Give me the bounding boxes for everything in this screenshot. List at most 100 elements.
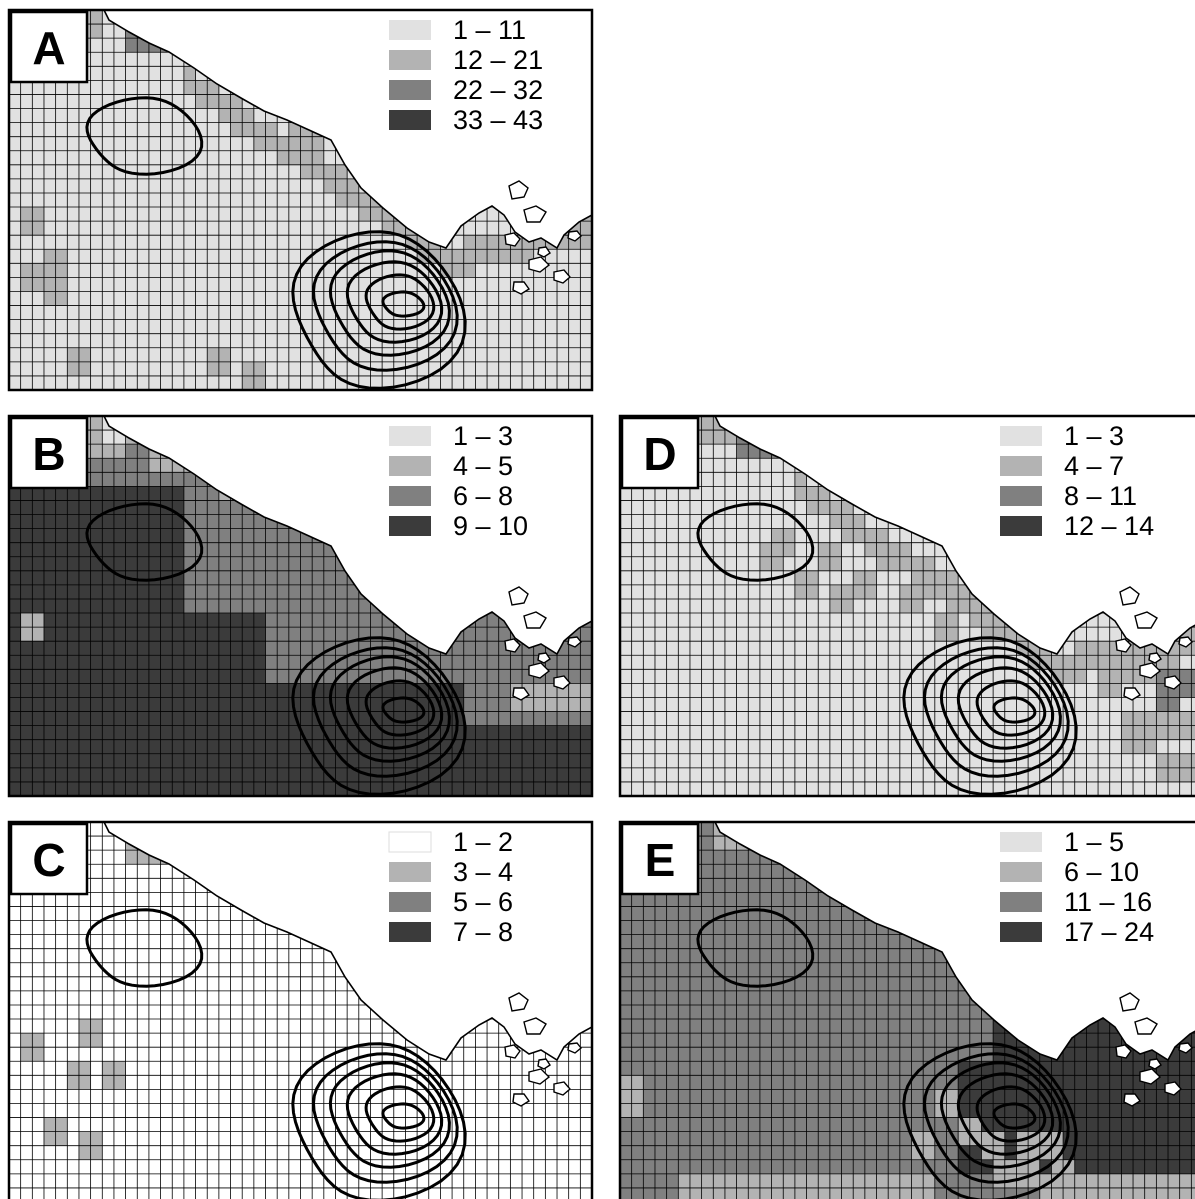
grid-cell: [20, 1033, 33, 1048]
grid-cell: [666, 584, 679, 600]
grid-cell: [347, 584, 360, 600]
grid-cell: [300, 221, 313, 236]
grid-cell: [452, 767, 465, 783]
grid-cell: [713, 500, 726, 515]
grid-cell: [934, 584, 947, 600]
grid-cell: [207, 697, 220, 712]
grid-cell: [923, 641, 936, 656]
grid-cell: [580, 1187, 592, 1199]
grid-cell: [568, 263, 581, 278]
grid-cell: [382, 1187, 395, 1199]
grid-cell: [218, 136, 231, 152]
grid-cell: [265, 598, 278, 614]
grid-cell: [137, 570, 150, 586]
grid-cell: [806, 598, 819, 614]
grid-cell: [312, 669, 325, 684]
grid-cell: [183, 500, 196, 515]
grid-cell: [323, 990, 336, 1006]
grid-cell: [242, 514, 255, 529]
grid-cell: [510, 781, 523, 796]
grid-cell: [463, 1131, 476, 1146]
grid-cell: [382, 277, 395, 292]
grid-cell: [736, 598, 749, 614]
grid-cell: [568, 641, 581, 656]
grid-cell: [358, 1117, 371, 1132]
grid-cell: [724, 641, 737, 656]
grid-cell: [323, 753, 336, 769]
grid-cell: [736, 627, 749, 642]
grid-cell: [242, 584, 255, 600]
grid-cell: [137, 486, 150, 501]
grid-cell: [207, 1061, 220, 1076]
grid-cell: [253, 263, 266, 278]
grid-cell: [417, 291, 430, 306]
grid-cell: [300, 1159, 313, 1175]
grid-cell: [55, 767, 68, 783]
grid-cell: [841, 514, 854, 529]
grid-cell: [568, 235, 581, 250]
grid-cell: [818, 641, 831, 656]
grid-cell: [78, 892, 91, 907]
grid-cell: [32, 711, 45, 726]
grid-cell: [568, 781, 581, 796]
grid-cell: [522, 753, 534, 769]
grid-cell: [277, 570, 290, 586]
grid-cell: [580, 739, 592, 755]
grid-cell: [323, 221, 336, 236]
grid-cell: [666, 514, 679, 529]
grid-cell: [113, 333, 126, 349]
grid-cell: [242, 1173, 255, 1189]
grid-cell: [487, 767, 500, 783]
grid-cell: [841, 584, 854, 600]
grid-cell: [498, 1047, 511, 1062]
grid-cell: [382, 655, 395, 670]
grid-cell: [475, 781, 488, 796]
grid-cell: [463, 347, 476, 363]
grid-cell: [9, 1004, 21, 1020]
grid-cell: [195, 291, 208, 306]
grid-cell: [125, 277, 138, 292]
grid-cell: [113, 164, 126, 180]
grid-cell: [218, 500, 231, 515]
grid-cell: [90, 1019, 103, 1034]
grid-cell: [323, 333, 336, 349]
grid-cell: [288, 178, 301, 194]
grid-cell: [417, 669, 430, 684]
grid-cell: [794, 613, 807, 628]
grid-cell: [183, 878, 196, 893]
grid-cell: [440, 1145, 453, 1161]
grid-cell: [148, 1047, 161, 1062]
grid-cell: [533, 655, 546, 670]
grid-cell: [78, 94, 91, 109]
grid-cell: [9, 1075, 21, 1090]
grid-cell: [428, 683, 441, 698]
grid-cell: [160, 892, 173, 907]
grid-cell: [335, 305, 348, 320]
grid-cell: [405, 347, 418, 363]
grid-cell: [783, 641, 796, 656]
grid-cell: [183, 990, 196, 1006]
grid-cell: [557, 1089, 569, 1104]
grid-cell: [666, 613, 679, 628]
grid-cell: [195, 277, 208, 292]
grid-cell: [102, 1061, 115, 1076]
grid-cell: [183, 1173, 196, 1189]
grid-cell: [207, 361, 220, 377]
grid-cell: [148, 753, 161, 769]
grid-cell: [230, 291, 243, 306]
grid-cell: [113, 990, 126, 1006]
grid-cell: [487, 683, 500, 698]
grid-cell: [32, 150, 45, 166]
grid-cell: [90, 500, 103, 515]
grid-cell: [172, 556, 185, 572]
grid-cell: [335, 1103, 348, 1118]
grid-cell: [265, 542, 278, 558]
grid-cell: [43, 1159, 56, 1175]
grid-cell: [160, 878, 173, 893]
grid-cell: [32, 178, 45, 194]
grid-cell: [102, 948, 115, 964]
grid-cell: [312, 192, 325, 208]
grid-cell: [9, 1159, 21, 1175]
grid-cell: [666, 598, 679, 614]
grid-cell: [678, 486, 691, 501]
